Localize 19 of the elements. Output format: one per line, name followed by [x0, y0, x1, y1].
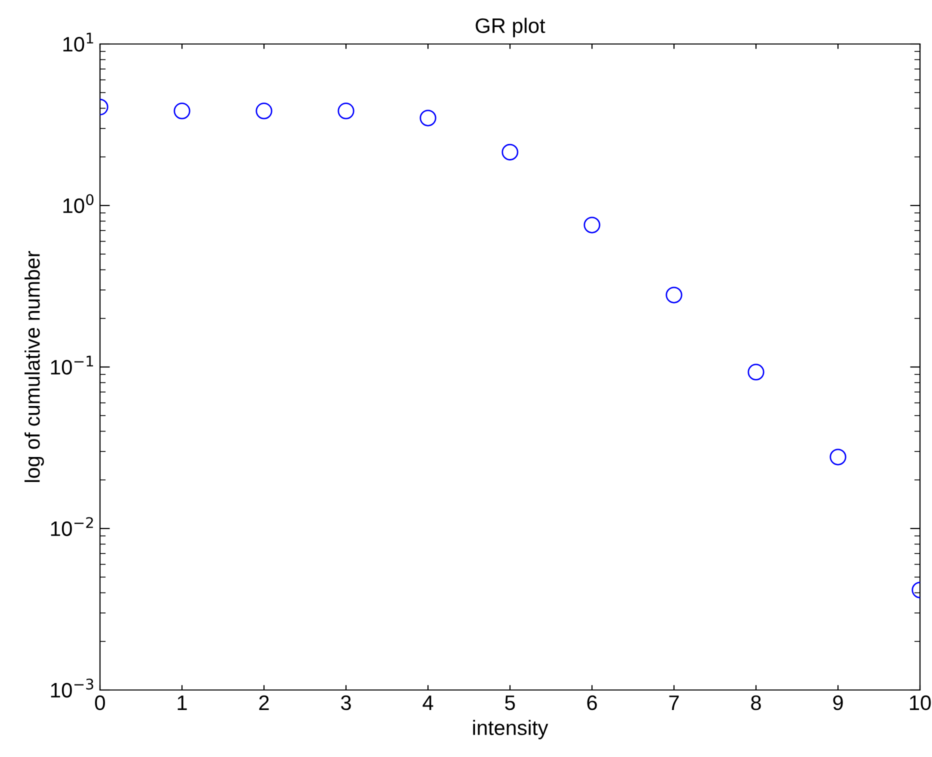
y-tick-label: 10$^{−2}$: [51, 517, 93, 536]
x-tick-label: 1: [178, 696, 187, 710]
x-tick-label: 4: [422, 696, 434, 710]
y-tick-label: 10$^{1}$: [63, 32, 94, 52]
x-tick-label: 7: [669, 696, 679, 710]
x-tick-label: 9: [833, 695, 843, 710]
x-tick-label: 0: [95, 695, 105, 710]
x-tick-label: 5: [505, 696, 515, 710]
y-tick-label: 10$^{0}$: [63, 194, 94, 214]
y-tick-label: 10$^{−1}$: [51, 356, 94, 375]
chart-title: GR plot: [476, 18, 546, 38]
y-axis-title: log of cumulative number: [24, 250, 44, 482]
x-axis-title: intensity: [473, 720, 548, 740]
x-tick-label: 3: [341, 695, 351, 710]
x-tick-label: 2: [259, 695, 269, 710]
x-tick-label: 6: [587, 695, 597, 710]
x-tick-label: 10: [910, 695, 931, 710]
x-tick-label: 8: [751, 695, 761, 710]
y-tick-label: 10$^{−3}$: [51, 678, 94, 698]
